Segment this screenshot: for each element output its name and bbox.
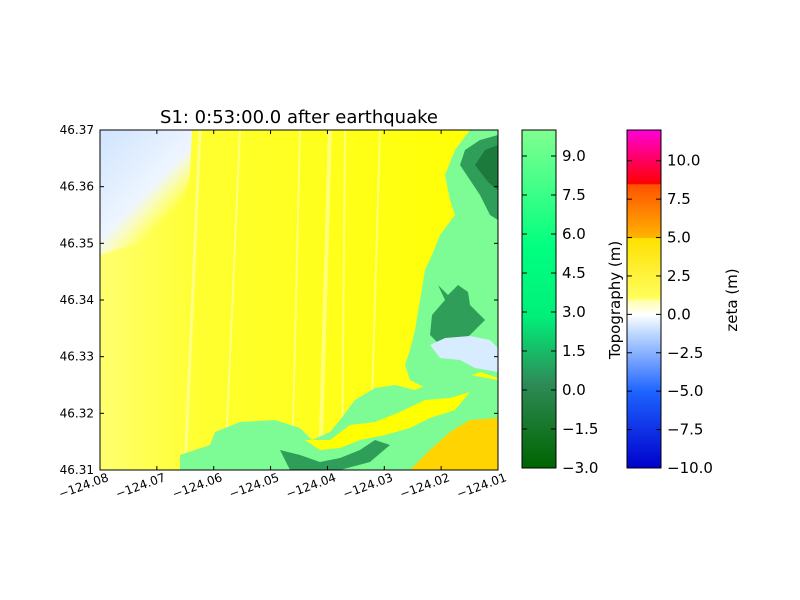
colorbar-tick-label: 5.0 (667, 229, 691, 247)
colorbar-tick-label: 0.0 (562, 381, 586, 399)
colorbar-tick-label: 3.0 (562, 303, 586, 321)
topography-colorbar-label: Topography (m) (606, 241, 624, 360)
zeta-colorbar-segment (627, 391, 661, 469)
colorbar-tick-label: 0.0 (667, 305, 691, 323)
plot-area (100, 130, 498, 470)
colorbar-tick-label: −5.0 (667, 382, 703, 400)
y-tick-label: 46.34 (60, 293, 94, 307)
y-tick-label: 46.31 (60, 463, 94, 477)
chart-title: S1: 0:53:00.0 after earthquake (160, 107, 438, 128)
y-tick-label: 46.36 (60, 180, 94, 194)
colorbar-tick-label: 1.5 (562, 342, 586, 360)
x-tick-label: −124.07 (114, 470, 168, 501)
colorbar-tick-label: 9.0 (562, 147, 586, 165)
x-tick-label: −124.05 (227, 470, 281, 501)
colorbar-tick-label: 4.5 (562, 264, 586, 282)
y-tick-label: 46.32 (60, 406, 94, 420)
y-tick-label: 46.35 (60, 236, 94, 250)
inlet-south (305, 392, 470, 450)
x-tick-label: −124.01 (455, 470, 509, 501)
x-tick-label: −124.04 (284, 470, 338, 501)
zeta-colorbar-frame (626, 129, 662, 469)
topography-colorbar-ticks: −3.0 −1.5 0.0 1.5 3.0 4.5 6.0 7.5 9.0 (522, 147, 598, 477)
topography-colorbar-fill (521, 129, 557, 469)
colorbar-tick-label: −3.0 (562, 459, 598, 477)
colorbar-tick-label: 2.5 (667, 267, 691, 285)
colorbar-tick-label: 7.5 (562, 186, 586, 204)
zeta-colorbar-segment (627, 183, 661, 239)
y-tick-label: 46.33 (60, 350, 94, 364)
zeta-colorbar-segment (627, 314, 661, 331)
inland-channel (430, 285, 485, 348)
x-tick-label: −124.06 (170, 470, 224, 501)
zeta-colorbar-segment (627, 130, 661, 185)
zeta-colorbar-ticks: −10.0 −7.5 −5.0 −2.5 0.0 2.5 5.0 7.5 10.0 (627, 152, 713, 477)
zeta-colorbar-segment (627, 329, 661, 392)
x-tick-label: −124.03 (341, 470, 395, 501)
ridge-north-core (475, 145, 498, 190)
lowland-south (280, 440, 390, 470)
zeta-colorbar-fill (627, 130, 661, 469)
colorbar-tick-label: 7.5 (667, 190, 691, 208)
bay (430, 336, 498, 372)
cold-region (100, 130, 192, 255)
zeta-colorbar-segment (627, 299, 661, 315)
colorbar-tick-label: −10.0 (667, 459, 713, 477)
y-axis: 46.31 46.32 46.33 46.34 46.35 46.36 46.37 (60, 123, 498, 477)
zeta-colorbar: −10.0 −7.5 −5.0 −2.5 0.0 2.5 5.0 7.5 10.0 zeta (… (626, 129, 741, 477)
zeta-colorbar-label: zeta (m) (723, 268, 741, 331)
colorbar-tick-label: 6.0 (562, 225, 586, 243)
topography-colorbar: −3.0 −1.5 0.0 1.5 3.0 4.5 6.0 7.5 9.0 Topography… (521, 129, 624, 477)
y-tick-label: 46.37 (60, 123, 94, 137)
colorbar-tick-label: −7.5 (667, 421, 703, 439)
land-south (180, 375, 498, 470)
colorbar-tick-label: −1.5 (562, 420, 598, 438)
colorbar-tick-label: 10.0 (667, 152, 700, 170)
colorbar-tick-label: −2.5 (667, 344, 703, 362)
warm-patch-south (410, 418, 498, 470)
x-tick-label: −124.02 (398, 470, 452, 501)
zeta-colorbar-segment (627, 237, 661, 300)
